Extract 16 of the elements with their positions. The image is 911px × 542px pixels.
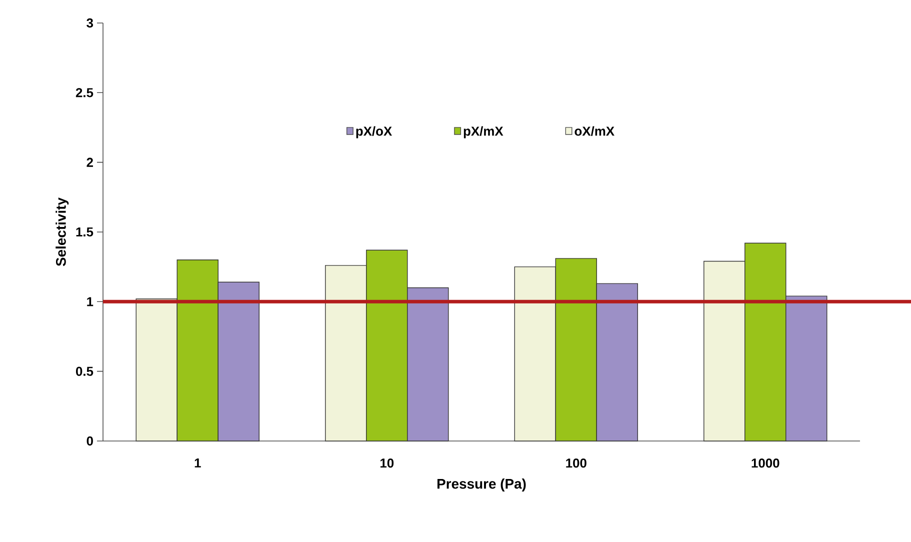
y-tick-label: 0.5 xyxy=(76,366,94,376)
x-tick-label: 10 xyxy=(380,458,394,468)
y-tick-label: 3 xyxy=(86,18,94,28)
x-tick-label: 1000 xyxy=(752,458,780,468)
y-tick-label: 2 xyxy=(86,158,93,167)
legend-label: oX/mX xyxy=(574,126,614,136)
x-axis-title: Pressure (Pa) xyxy=(437,478,526,492)
legend-label: pX/oX xyxy=(356,126,392,138)
y-axis-title: Selectivity xyxy=(56,198,69,266)
y-tick-label: 1 xyxy=(87,297,94,306)
y-tick-label: 1.5 xyxy=(76,227,94,237)
y-tick-label: 2.5 xyxy=(76,88,94,98)
y-tick-label: 0 xyxy=(86,436,93,446)
x-tick-label: 1 xyxy=(194,458,201,468)
x-tick-label: 100 xyxy=(566,458,586,468)
legend-label: pX/mX xyxy=(464,126,504,138)
